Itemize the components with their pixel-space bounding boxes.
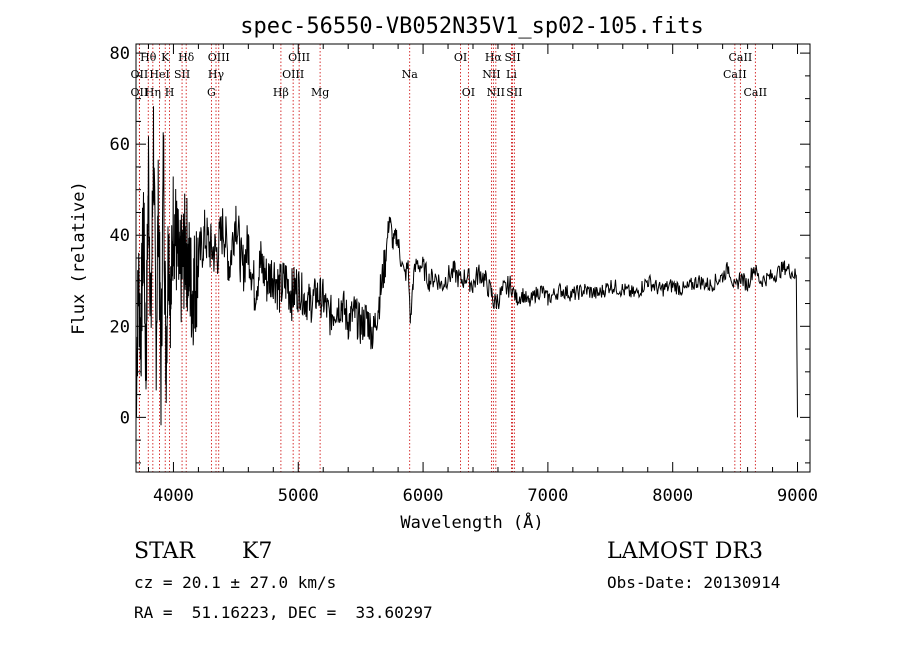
line-marker-label-8: Hδ [178, 51, 195, 64]
spectrum-series [135, 106, 798, 426]
y-tick-label-1: 20 [110, 317, 130, 337]
line-marker-label-2: OII [131, 86, 149, 99]
chart-title: spec-56550-VB052N35V1_sp02-105.fits [240, 14, 704, 39]
line-marker-label-27: CaII [743, 86, 767, 99]
survey-name: LAMOST DR3 [607, 539, 763, 564]
line-marker-label-20: NII [482, 68, 500, 81]
x-tick-label-0: 4000 [153, 486, 194, 506]
line-marker-label-24: SII [506, 86, 522, 99]
x-tick-label-3: 7000 [527, 486, 568, 506]
sky-coordinates: RA = 51.16223, DEC = 33.60297 [134, 603, 433, 622]
y-axis-label: Flux (relative) [69, 181, 89, 335]
x-tick-label-1: 5000 [278, 486, 319, 506]
line-marker-label-15: Mg [311, 86, 329, 99]
line-marker-label-12: OIII [288, 51, 310, 64]
line-marker-label-6: H [165, 86, 175, 99]
line-marker-label-11: G [207, 86, 216, 99]
line-marker-label-18: OI [462, 86, 475, 99]
line-marker-label-16: Na [402, 68, 419, 81]
x-axis-label: Wavelength (Å) [400, 511, 543, 533]
line-marker-label-1: Hθ [140, 51, 157, 64]
line-marker-label-9: OIII [208, 51, 230, 64]
line-marker-label-22: SII [504, 51, 520, 64]
line-marker-label-4: Hη [145, 86, 161, 99]
spectrum-line-0 [135, 106, 798, 426]
line-marker-label-5: K [161, 51, 170, 64]
line-marker-label-10: Hγ [208, 68, 225, 81]
observation-date: Obs-Date: 20130914 [607, 573, 781, 592]
y-tick-label-2: 40 [110, 226, 130, 246]
object-class: STAR [134, 539, 195, 564]
line-marker-label-7: SII [174, 68, 190, 81]
x-tick-label-5: 9000 [777, 486, 818, 506]
spectral-type: K7 [242, 539, 273, 564]
line-marker-label-21: NII [487, 86, 505, 99]
line-marker-label-17: OI [454, 51, 467, 64]
line-marker-label-0: OII [131, 68, 149, 81]
plot-frame [135, 43, 811, 473]
y-tick-label-4: 80 [110, 44, 130, 64]
line-marker-label-25: CaII [729, 51, 753, 64]
redshift-velocity: cz = 20.1 ± 27.0 km/s [134, 573, 337, 592]
line-marker-label-3: HeI [149, 68, 169, 81]
y-tick-label-3: 60 [110, 135, 130, 155]
x-tick-label-2: 6000 [403, 486, 444, 506]
line-marker-label-14: Hβ [273, 86, 289, 99]
x-tick-label-4: 8000 [652, 486, 693, 506]
y-tick-label-0: 0 [120, 408, 130, 428]
plot-axes: 4000 5000 6000 7000 8000 9000 0 20 40 60 80 [110, 43, 818, 506]
line-marker-label-23: Li [506, 68, 517, 81]
line-marker-label-26: CaII [723, 68, 747, 81]
line-marker-label-13: OIII [282, 68, 304, 81]
line-marker-label-19: Hα [485, 51, 503, 64]
